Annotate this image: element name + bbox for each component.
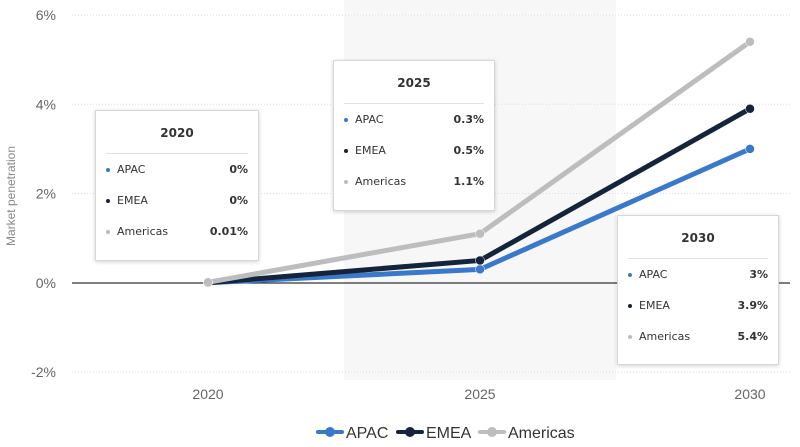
tooltip-row: Americas 0.01% [96, 216, 258, 247]
tooltip-series-name: APAC [639, 268, 668, 281]
y-axis-ticks: -2% 0% 2% 4% 6% [31, 7, 56, 380]
data-point-apac[interactable] [475, 264, 485, 275]
y-tick-label: 2% [36, 186, 56, 202]
tooltip-row: Americas 1.1% [334, 166, 494, 197]
bullet-icon [628, 272, 632, 277]
bullet-icon [106, 198, 110, 203]
bullet-icon [344, 117, 348, 122]
legend-label: EMEA [426, 425, 472, 442]
y-tick-label: 4% [36, 96, 56, 112]
legend: APAC EMEA Americas [316, 425, 575, 442]
tooltip-value: 3% [749, 268, 768, 281]
tooltip-row: EMEA 0% [96, 185, 258, 216]
tooltip-title: 2020 [106, 111, 248, 154]
tooltip-2025: 2025 APAC 0.3% EMEA 0.5% Americas 1.1% [333, 60, 495, 211]
y-tick-label: -2% [31, 364, 56, 380]
x-tick-label: 2030 [734, 386, 765, 402]
data-point-americas[interactable] [203, 277, 213, 288]
legend-label: Americas [508, 425, 575, 442]
tooltip-value: 0% [229, 194, 248, 207]
x-tick-label: 2025 [464, 386, 495, 402]
bullet-icon [344, 148, 348, 153]
tooltip-row: APAC 0% [96, 154, 258, 185]
tooltip-row: APAC 0.3% [334, 104, 494, 135]
bullet-icon [344, 179, 348, 184]
legend-item-emea[interactable]: EMEA [396, 425, 472, 442]
tooltip-value: 3.9% [737, 299, 768, 312]
y-axis-label: Market penetration [4, 146, 18, 246]
tooltip-series-name: APAC [117, 163, 146, 176]
tooltip-row: EMEA 3.9% [618, 290, 778, 321]
tooltip-value: 0.01% [209, 225, 248, 238]
legend-item-americas[interactable]: Americas [478, 425, 575, 442]
data-point-emea[interactable] [745, 103, 755, 114]
tooltip-value: 5.4% [737, 330, 768, 343]
tooltip-series-name: Americas [639, 330, 691, 343]
y-tick-label: 6% [36, 7, 56, 23]
bullet-icon [106, 167, 110, 172]
tooltip-row: Americas 5.4% [618, 321, 778, 352]
legend-item-apac[interactable]: APAC [316, 425, 388, 442]
x-tick-label: 2020 [192, 386, 223, 402]
y-tick-label: 0% [36, 275, 56, 291]
tooltip-value: 0.5% [453, 144, 484, 157]
tooltip-2020: 2020 APAC 0% EMEA 0% Americas 0.01% [95, 110, 259, 261]
legend-label: APAC [346, 425, 388, 442]
tooltip-value: 0.3% [453, 113, 484, 126]
tooltip-series-name: Americas [117, 225, 169, 238]
tooltip-value: 1.1% [453, 175, 484, 188]
tooltip-row: APAC 3% [618, 259, 778, 290]
tooltip-series-name: EMEA [639, 299, 670, 312]
data-point-apac[interactable] [745, 144, 755, 154]
tooltip-series-name: EMEA [117, 194, 148, 207]
tooltip-2030: 2030 APAC 3% EMEA 3.9% Americas 5.4% [617, 215, 779, 365]
bullet-icon [106, 229, 110, 234]
data-point-americas[interactable] [475, 228, 485, 239]
data-point-emea[interactable] [475, 255, 485, 266]
bullet-icon [628, 303, 632, 308]
tooltip-row: EMEA 0.5% [334, 135, 494, 166]
bullet-icon [628, 334, 632, 339]
data-point-americas[interactable] [745, 37, 755, 47]
tooltip-value: 0% [229, 163, 248, 176]
series-points [203, 37, 755, 288]
tooltip-title: 2030 [628, 216, 768, 259]
tooltip-series-name: Americas [355, 175, 407, 188]
tooltip-title: 2025 [344, 61, 484, 104]
tooltip-series-name: EMEA [355, 144, 386, 157]
tooltip-series-name: APAC [355, 113, 384, 126]
x-axis-ticks: 2020 2025 2030 [192, 386, 765, 402]
